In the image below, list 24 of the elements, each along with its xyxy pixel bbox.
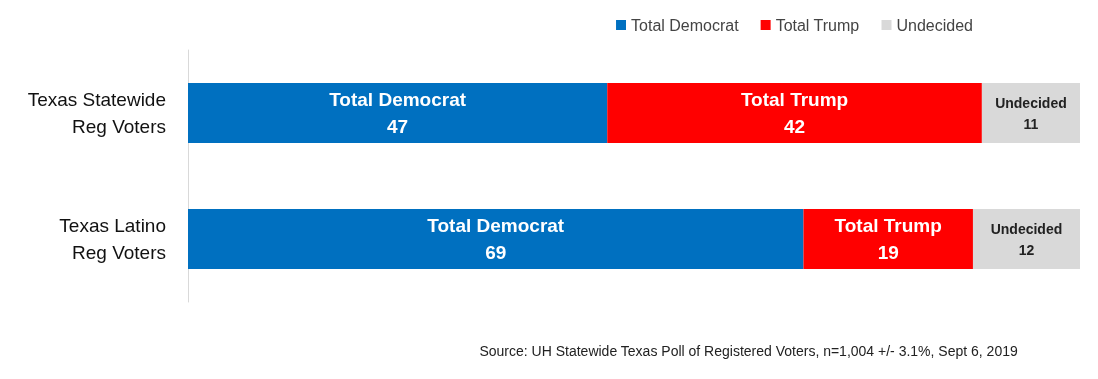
legend-label: Total Trump [775,16,860,34]
y-tick-label: Texas Latino Reg Voters [59,215,166,263]
text: Undecided [995,94,1067,111]
text: Total Democrat [427,215,565,236]
text: Total Trump [740,89,849,110]
text: Total Democrat [329,89,467,110]
bar [188,83,608,143]
source-note: Source: UH Statewide Texas Poll of Registered Voters, n=1,004 +/- 3.1%, Sept 6, 2019 [479,343,1018,359]
data-label: 47 [387,116,409,137]
bar [972,209,1080,269]
data-label: 42 [783,116,806,137]
bar [188,209,804,269]
legend-label: Undecided [896,16,973,34]
data-label: 12 [1018,241,1035,258]
text: Undecided [990,220,1063,237]
data-label: 19 [877,242,899,263]
data-label: 11 [1023,115,1039,132]
bar [607,83,982,143]
data-label: 69 [485,242,507,263]
text: Total Trump [834,215,942,236]
bar [803,209,973,269]
legend-label: Total Democrat [631,16,740,34]
bar [981,83,1080,143]
y-tick-label: Texas Statewide Reg Voters [27,89,166,137]
